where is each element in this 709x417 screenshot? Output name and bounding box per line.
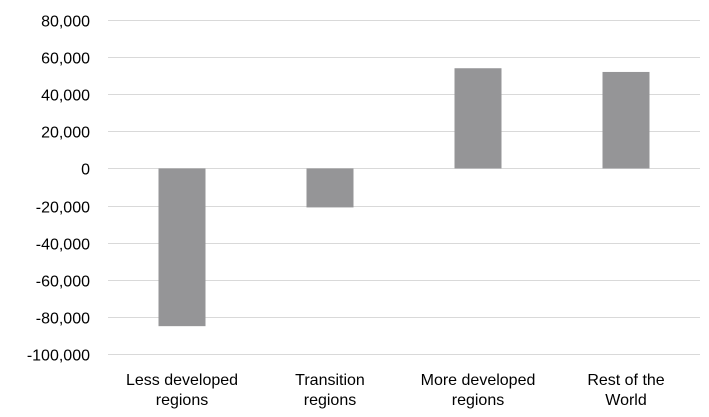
y-tick-label: -100,000: [27, 348, 90, 365]
x-category-label: More developed regions: [421, 372, 536, 409]
bars: [158, 68, 650, 327]
x-category-label-line: regions: [304, 392, 356, 409]
x-category-label: Less developed regions: [126, 372, 238, 409]
y-tick-label: 20,000: [41, 125, 90, 142]
x-category-label-line: Transition: [295, 372, 365, 389]
y-tick-label: -80,000: [36, 311, 90, 328]
y-tick-label: 60,000: [41, 51, 90, 68]
y-axis-tick-labels: 80,000 60,000 40,000 20,000 0 -20,000 -40,000 -…: [27, 14, 90, 365]
x-category-label: Rest of the World: [587, 372, 664, 409]
x-category-label-line: regions: [452, 392, 504, 409]
x-category-label-line: More developed: [421, 372, 536, 389]
x-category-label-line: Less developed: [126, 372, 238, 389]
bar: [454, 68, 502, 169]
bar: [602, 71, 650, 169]
y-tick-label: -40,000: [36, 237, 90, 254]
y-tick-label: 40,000: [41, 88, 90, 105]
y-tick-label: 80,000: [41, 14, 90, 31]
bar: [158, 168, 206, 327]
gridlines: [108, 20, 700, 355]
x-category-label-line: Rest of the: [587, 372, 664, 389]
bar: [306, 168, 354, 208]
x-category-label-line: World: [605, 392, 647, 409]
x-category-label: Transition regions: [295, 372, 365, 409]
x-category-label-line: regions: [156, 392, 208, 409]
y-tick-label: -60,000: [36, 274, 90, 291]
y-tick-label: -20,000: [36, 200, 90, 217]
y-tick-label: 0: [81, 162, 90, 179]
